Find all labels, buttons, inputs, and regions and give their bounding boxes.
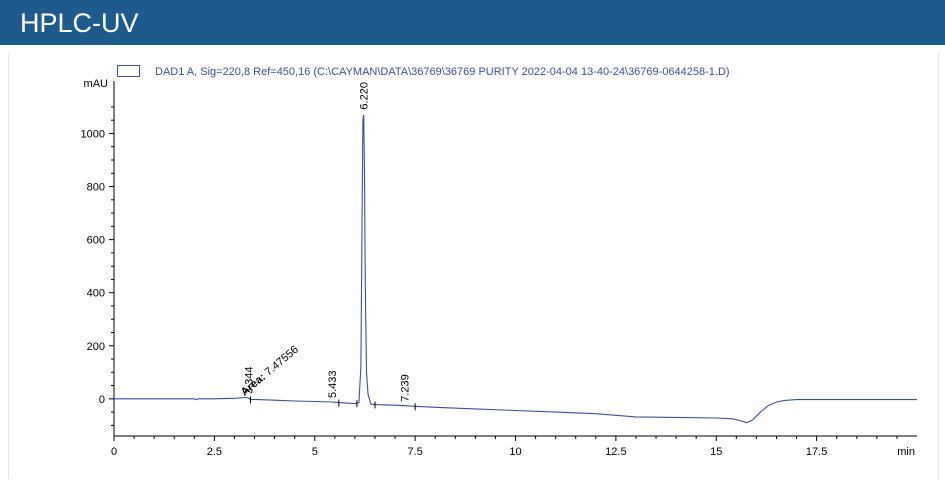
legend-label: DAD1 A, Sig=220,8 Ref=450,16 (C:\CAYMAN\… <box>155 66 730 78</box>
y-tick-label: 800 <box>87 182 105 194</box>
x-axis-unit: min <box>897 446 915 458</box>
peak-label: 7.239 <box>400 374 412 402</box>
x-tick-label: 0 <box>111 446 117 458</box>
page-title: HPLC-UV <box>20 8 139 38</box>
area-annotation-value: 7.47556 <box>260 344 301 381</box>
y-tick-label: 200 <box>87 341 105 353</box>
peak-label: 5.433 <box>327 370 339 398</box>
y-tick-label: 1000 <box>81 128 105 140</box>
y-tick-label: 400 <box>87 288 105 300</box>
chromatogram-panel: DAD1 A, Sig=220,8 Ref=450,16 (C:\CAYMAN\… <box>8 53 939 479</box>
x-tick-label: 5 <box>312 446 318 458</box>
y-tick-label: 0 <box>99 394 105 406</box>
x-tick-label: 7.5 <box>407 446 422 458</box>
x-tick-label: 12.5 <box>605 446 626 458</box>
x-tick-label: 15 <box>710 446 722 458</box>
legend-swatch <box>117 65 140 77</box>
page-header: HPLC-UV <box>0 0 945 45</box>
y-axis-unit: mAU <box>84 78 109 90</box>
x-tick-label: 2.5 <box>207 446 222 458</box>
peak-label: 3.344 <box>243 367 255 395</box>
peak-label: 6.220 <box>359 82 371 110</box>
chromatogram-trace <box>114 114 917 424</box>
x-tick-label: 10 <box>509 446 521 458</box>
x-tick-label: 17.5 <box>806 446 827 458</box>
y-tick-label: 600 <box>87 235 105 247</box>
chromatogram-chart: DAD1 A, Sig=220,8 Ref=450,16 (C:\CAYMAN\… <box>81 65 917 458</box>
